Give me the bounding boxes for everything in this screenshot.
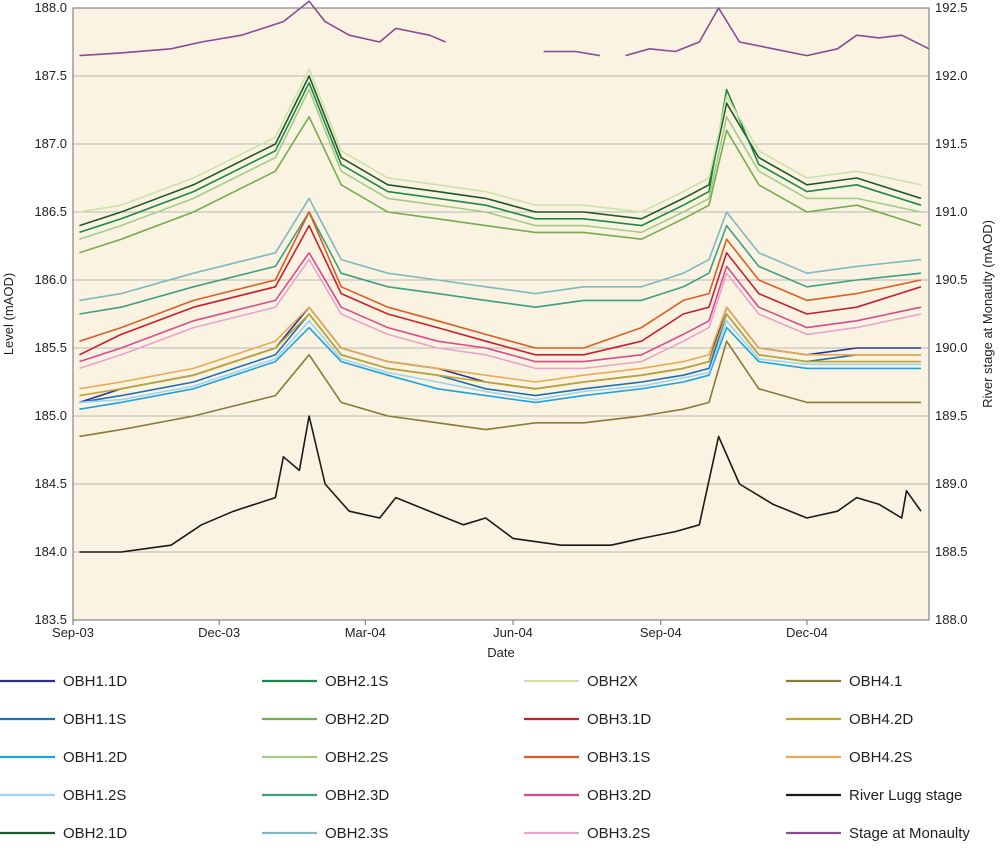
x-axis-title: Date (487, 645, 514, 660)
legend-label-obh2-1s: OBH2.1S (325, 673, 388, 690)
y2-tick-label: 190.0 (935, 340, 968, 355)
series-line-obh4-1 (79, 340, 921, 438)
y-tick-label: 185.0 (34, 408, 67, 423)
legend-label-obh1-1s: OBH1.1S (63, 711, 126, 728)
y-tick-label: 184.0 (34, 544, 67, 559)
y2-tick-label: 191.0 (935, 204, 968, 219)
legend-label-obh4-1: OBH4.1 (849, 673, 902, 690)
series-line-obh2x (79, 68, 922, 213)
x-tick-label: Dec-03 (198, 625, 240, 640)
legend-label-obh1-1d: OBH1.1D (63, 673, 127, 690)
x-tick-label: Mar-04 (345, 625, 386, 640)
y2-tick-label: 189.0 (935, 476, 968, 491)
legend: OBH1.1D OBH1.1S OBH1.2D OBH1.2S OBH2.1D OBH2.… (0, 673, 970, 842)
legend-label-obh1-2s: OBH1.2S (63, 787, 126, 804)
plot-frame (72, 7, 930, 621)
legend-label-obh2-3d: OBH2.3D (325, 787, 389, 804)
x-tick-label: Jun-04 (493, 625, 533, 640)
legend-label-obh4-2d: OBH4.2D (849, 711, 913, 728)
y-axis-title: Level (mAOD) (1, 273, 16, 355)
legend-label-river-lugg-stage: River Lugg stage (849, 787, 962, 804)
left-axis-ticks: 183.5 184.0 184.5 185.0 185.5 186.0 186.5 187.0… (34, 0, 67, 627)
legend-label-obh3-2s: OBH3.2S (587, 825, 650, 842)
series-line-obh1-2d (79, 326, 921, 410)
series-line-obh3-2d (79, 252, 922, 363)
y2-tick-label: 188.0 (935, 612, 968, 627)
legend-label-obh4-2s: OBH4.2S (849, 749, 912, 766)
series-line-obh2-2s (79, 88, 922, 240)
x-tick-label: Sep-04 (640, 625, 682, 640)
series-line-river-lugg-stage (79, 415, 922, 553)
y-tick-label: 187.5 (34, 68, 67, 83)
y-tick-label: 183.5 (34, 612, 67, 627)
legend-label-obh2-3s: OBH2.3S (325, 825, 388, 842)
series-line-obh3-1s (79, 211, 922, 349)
y2-tick-label: 192.5 (935, 0, 968, 15)
y-tick-label: 187.0 (34, 136, 67, 151)
legend-label-obh1-2d: OBH1.2D (63, 749, 127, 766)
y2-tick-label: 191.5 (935, 136, 968, 151)
y-tick-label: 185.5 (34, 340, 67, 355)
legend-label-obh2-2d: OBH2.2D (325, 711, 389, 728)
legend-label-obh2-1d: OBH2.1D (63, 825, 127, 842)
series-line-obh2-3s (79, 197, 922, 302)
y-tick-label: 188.0 (34, 0, 67, 15)
y-tick-label: 186.0 (34, 272, 67, 287)
legend-label-obh3-1d: OBH3.1D (587, 711, 651, 728)
series-line-obh2-2d (79, 116, 922, 254)
series-line-obh4-2s (79, 306, 921, 390)
series-line-obh2-1s (79, 82, 922, 234)
right-axis-ticks: 188.0 188.5 189.0 189.5 190.0 190.5 191.0 191.5… (935, 0, 968, 627)
series-line-obh4-2d (79, 313, 921, 397)
series-line-obh2-3d (79, 211, 922, 315)
y2-tick-label: 188.5 (935, 544, 968, 559)
series-line-obh3-1d (79, 224, 922, 356)
legend-label-stage-at-monaulty: Stage at Monaulty (849, 825, 970, 842)
legend-label-obh2-2s: OBH2.2S (325, 749, 388, 766)
y-tick-label: 186.5 (34, 204, 67, 219)
series-line-obh1-2s (79, 320, 921, 404)
x-axis-ticks: Sep-03 Dec-03 Mar-04 Jun-04 Sep-04 Dec-04 (52, 620, 828, 640)
x-tick-label: Dec-04 (786, 625, 828, 640)
series-lines (79, 0, 930, 553)
y2-tick-label: 192.0 (935, 68, 968, 83)
y2-axis-title: River stage at Monaulty (mAOD) (980, 220, 995, 408)
series-line-obh2-1d (79, 75, 922, 227)
plot-area (73, 8, 929, 620)
y2-tick-label: 190.5 (935, 272, 968, 287)
y2-tick-label: 189.5 (935, 408, 968, 423)
legend-label-obh3-1s: OBH3.1S (587, 749, 650, 766)
series-line-stage-at-monaulty (79, 0, 930, 57)
legend-label-obh2x: OBH2X (587, 673, 638, 690)
legend-label-obh3-2d: OBH3.2D (587, 787, 651, 804)
series-line-obh3-2s (79, 258, 922, 370)
x-tick-label: Sep-03 (52, 625, 94, 640)
y-tick-label: 184.5 (34, 476, 67, 491)
